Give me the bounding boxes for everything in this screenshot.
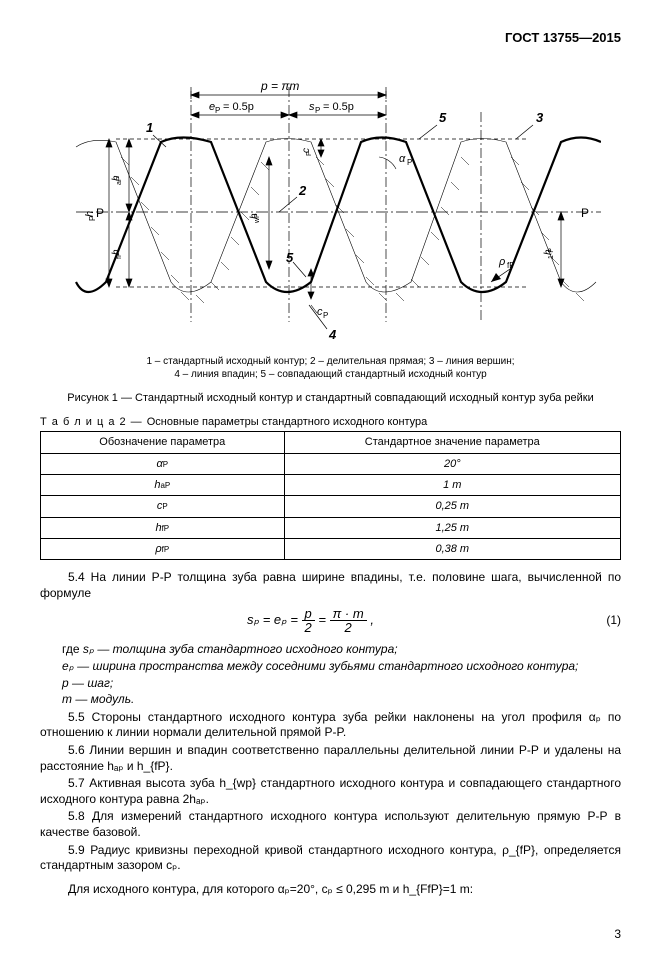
svg-text:P: P [215,106,220,115]
svg-text:wP: wP [254,213,261,224]
para-5-8: 5.8 Для измерений стандартного исходного… [40,809,621,840]
svg-text:aP: aP [116,176,123,185]
where-block: где sₚ — толщина зуба стандартного исход… [40,642,621,707]
svg-text:1: 1 [146,120,153,135]
para-5-5: 5.5 Стороны стандартного исходного конту… [40,710,621,741]
param-sub: fP [162,545,170,554]
where-item: p — шаг; [40,676,621,692]
formula-lhs: sₚ = eₚ = [247,612,302,627]
svg-text:fP: fP [116,252,123,259]
svg-text:P: P [581,206,589,220]
table-2-caption: Т а б л и ц а 2 — Основные параметры ста… [40,415,621,429]
svg-text:p = πm: p = πm [260,79,299,93]
table-row: hfP1,25 m [41,517,621,538]
param-value: 1 m [284,475,620,496]
svg-text:4: 4 [328,327,337,342]
table-row: ρfP0,38 m [41,538,621,559]
frac-den: 2 [302,621,315,634]
table-caption-prefix: Т а б л и ц а 2 — [40,416,147,428]
param-sub: fP [162,524,170,533]
figure-legend: 1 – стандартный исходный контур; 2 – дел… [40,355,621,381]
svg-text:= 0.5p: = 0.5p [223,101,254,113]
svg-text:= 0.5p: = 0.5p [323,101,354,113]
param-value: 1,25 m [284,517,620,538]
svg-text:1·P: 1·P [548,248,555,259]
para-last: Для исходного контура, для которого αₚ=2… [40,882,621,898]
where-item: eₚ — ширина пространства между соседними… [40,659,621,675]
svg-text:P: P [96,206,104,220]
svg-text:3: 3 [536,110,544,125]
param-value: 0,38 m [284,538,620,559]
table-row: haP1 m [41,475,621,496]
table-caption-text: Основные параметры стандартного исходног… [147,416,428,428]
where-item: m — модуль. [40,692,621,708]
param-sub: P [162,502,167,511]
col-header-2: Стандартное значение параметра [284,432,620,453]
table-2: Обозначение параметра Стандартное значен… [40,431,621,560]
param-sub: aP [160,481,170,490]
svg-text:5: 5 [286,250,294,265]
formula-comma: , [370,612,374,627]
para-5-4: 5.4 На линии P-P толщина зуба равна шири… [40,570,621,601]
where-label: где [62,642,83,656]
svg-text:P: P [407,158,412,167]
table-row: cP0,25 m [41,496,621,517]
document-header: ГОСТ 13755—2015 [40,30,621,47]
svg-text:fP: fP [507,261,515,270]
frac-num: p [302,607,315,621]
page-number: 3 [40,927,621,943]
formula-number: (1) [581,613,621,629]
frac-num: π · m [330,607,367,621]
para-5-7: 5.7 Активная высота зуба h_{wp} стандарт… [40,776,621,807]
svg-text:α: α [399,153,406,165]
param-sub: P [163,460,168,469]
equals: = [318,612,329,627]
param-value: 20° [284,453,620,474]
col-header-1: Обозначение параметра [41,432,285,453]
table-row: αP20° [41,453,621,474]
para-5-9: 5.9 Радиус кривизны переходной кривой ст… [40,843,621,874]
svg-text:5: 5 [439,110,447,125]
svg-text:2: 2 [298,183,307,198]
frac-den: 2 [330,621,367,634]
figure-caption: Рисунок 1 — Стандартный исходный контур … [40,391,621,405]
where-item: sₚ — толщина зуба стандартного исходного… [83,642,398,656]
param-value: 0,25 m [284,496,620,517]
svg-text:P: P [306,151,313,156]
legend-line-1: 1 – стандартный исходный контур; 2 – дел… [40,355,621,368]
legend-line-2: 4 – линия впадин; 5 – совпадающий станда… [40,368,621,381]
figure-1: p = πm eP = 0.5p sP = 0.5p αP hP haP hfP… [40,57,621,347]
para-5-6: 5.6 Линии вершин и впадин соответственно… [40,743,621,774]
formula-expression: sₚ = eₚ = p2 = π · m2 , [40,607,581,634]
svg-text:ρ: ρ [498,256,505,268]
svg-text:P: P [323,311,328,320]
formula-1: sₚ = eₚ = p2 = π · m2 , (1) [40,607,621,634]
svg-text:P: P [315,106,320,115]
